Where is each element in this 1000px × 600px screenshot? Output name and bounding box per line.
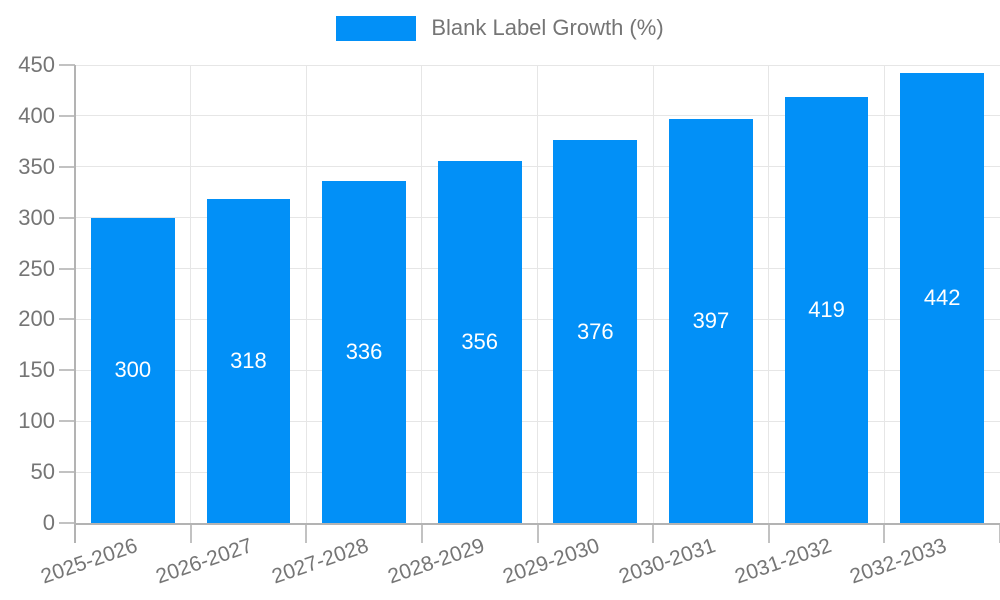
bar-value-label: 300: [114, 357, 152, 383]
x-gridline: [537, 65, 538, 523]
y-tick: [59, 114, 75, 117]
y-tick: [59, 216, 75, 219]
bar-value-label: 336: [345, 339, 383, 364]
bar-value-label: 397: [692, 307, 730, 333]
bar-value-label: 419: [808, 296, 845, 322]
y-axis-line: [74, 65, 76, 543]
bar[interactable]: 376: [553, 140, 638, 523]
y-tick-label: 0: [42, 510, 55, 535]
y-tick: [59, 318, 75, 321]
y-tick: [59, 267, 75, 270]
y-tick-label: 300: [18, 204, 55, 230]
y-tick-label: 150: [18, 357, 55, 383]
bar[interactable]: 397: [669, 118, 753, 523]
y-tick: [59, 165, 75, 168]
x-tick: [883, 523, 886, 543]
x-gridline: [883, 65, 885, 523]
y-tick: [59, 420, 75, 423]
x-tick: [767, 523, 770, 543]
legend-swatch: [336, 15, 417, 41]
bar-value-label: 376: [576, 318, 614, 344]
bar[interactable]: 318: [206, 199, 291, 523]
x-gridline: [768, 65, 770, 523]
y-tick-label: 100: [18, 408, 55, 434]
y-tick-label: 350: [18, 153, 55, 179]
x-tick: [189, 523, 192, 543]
y-tick-label: 450: [18, 52, 55, 77]
x-axis-line: [75, 523, 1000, 525]
y-tick-label: 250: [18, 255, 55, 281]
y-tick: [59, 471, 75, 474]
x-gridline: [652, 65, 654, 523]
bar-value-label: 318: [230, 348, 267, 374]
bar[interactable]: 336: [322, 181, 406, 523]
x-gridline: [305, 65, 307, 523]
bar[interactable]: 300: [90, 217, 175, 523]
legend[interactable]: Blank Label Growth (%): [0, 15, 1000, 41]
x-tick: [652, 523, 655, 543]
y-tick: [59, 64, 75, 66]
x-tick: [305, 523, 308, 543]
bar-value-label: 442: [923, 285, 961, 311]
bar[interactable]: 442: [900, 73, 985, 523]
bar[interactable]: 356: [437, 160, 522, 523]
y-tick-label: 50: [30, 459, 55, 485]
y-tick-label: 200: [18, 306, 55, 332]
y-tick-label: 400: [18, 102, 55, 128]
x-tick: [420, 523, 423, 543]
y-tick: [59, 522, 75, 524]
y-tick: [59, 369, 75, 372]
x-tick: [536, 523, 539, 543]
bar-value-label: 356: [461, 328, 499, 354]
bar[interactable]: 419: [784, 96, 869, 523]
x-gridline: [190, 65, 192, 523]
x-gridline: [421, 65, 423, 523]
legend-label: Blank Label Growth (%): [431, 15, 664, 40]
